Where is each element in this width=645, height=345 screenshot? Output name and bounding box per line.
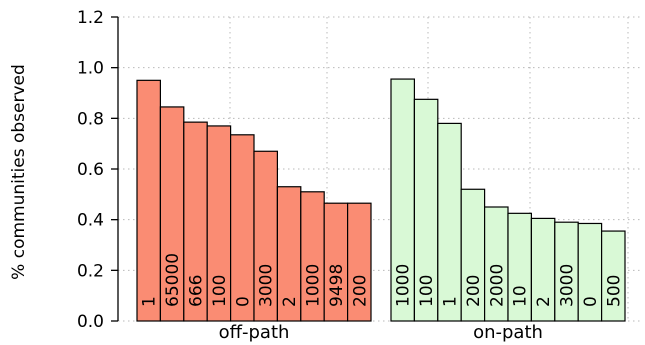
y-tick-label: 0.2 xyxy=(77,261,104,281)
bar-label: 500 xyxy=(604,275,624,307)
bar xyxy=(136,79,161,322)
y-tick-label: 1.0 xyxy=(77,59,104,79)
bar-label: 2 xyxy=(280,296,300,307)
bar-label: 100 xyxy=(417,275,437,307)
y-axis-label: % communities observed xyxy=(9,64,29,280)
y-tick-label: 0.0 xyxy=(77,312,104,332)
y-tick-label: 1.2 xyxy=(77,8,104,28)
bar-label: 1000 xyxy=(304,264,324,307)
bar-label: 200 xyxy=(464,275,484,307)
bar-group-on-path: 1000 100 1 200 2000 10 2 3000 0 500 on-path xyxy=(390,78,626,343)
y-tick-label: 0.8 xyxy=(77,109,104,129)
bar-label: 2 xyxy=(534,296,554,307)
bar xyxy=(437,122,462,322)
bar-label: 100 xyxy=(210,275,230,307)
bar-label: 1 xyxy=(140,296,160,307)
group-label: off-path xyxy=(219,322,290,343)
bars: 1 65000 666 100 0 3000 2 1000 9498 200off-path100… xyxy=(136,78,626,343)
bar-label: 0 xyxy=(581,296,601,307)
bar-label: 200 xyxy=(350,275,370,307)
bar-label: 65000 xyxy=(163,253,183,307)
bar xyxy=(600,230,626,322)
bar-label: 0 xyxy=(233,296,253,307)
bar-label: 3000 xyxy=(257,264,277,307)
bar-label: 1 xyxy=(441,296,461,307)
bar xyxy=(230,134,255,322)
bar-label: 666 xyxy=(187,275,207,307)
bar-label: 3000 xyxy=(558,264,578,307)
bar-label: 9498 xyxy=(327,264,347,307)
group-label: on-path xyxy=(473,322,543,343)
bar xyxy=(347,202,372,322)
bar-label: 10 xyxy=(511,285,531,307)
bar-label: 2000 xyxy=(487,264,507,307)
axes: 0.0 0.2 0.4 0.6 0.8 1.0 1.2 xyxy=(77,8,119,332)
bar-label: 1000 xyxy=(394,264,414,307)
y-tick-label: 0.6 xyxy=(77,160,104,180)
y-tick-label: 0.4 xyxy=(77,211,104,231)
